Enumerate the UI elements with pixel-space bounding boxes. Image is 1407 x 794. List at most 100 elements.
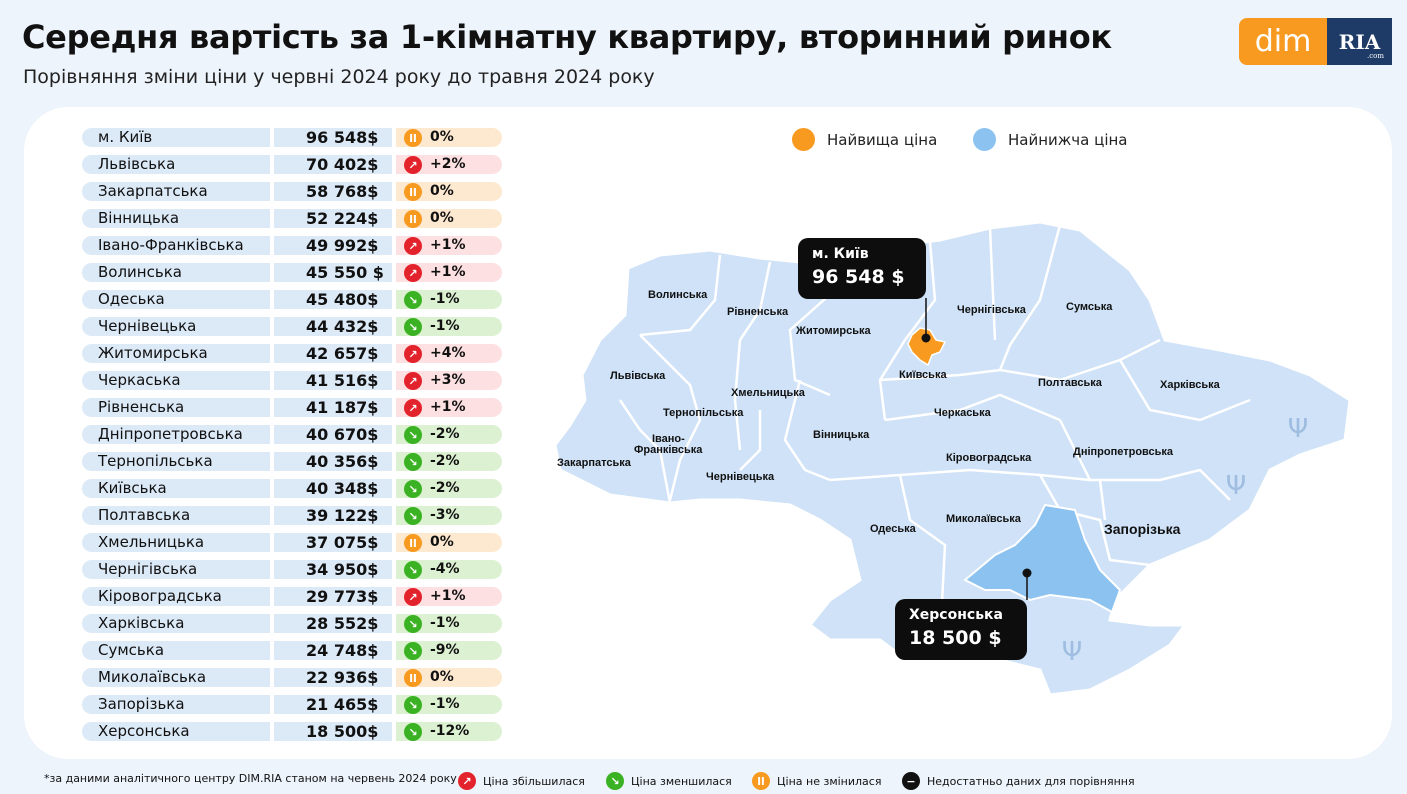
logo-ria-text: RIA xyxy=(1338,29,1381,54)
emblem-icon-1: Ψ xyxy=(1288,414,1308,444)
label-zaporizka: Запорізька xyxy=(1104,521,1181,537)
callout-lowest: Херсонська 18 500 $ xyxy=(895,599,1027,660)
row-price: 41 516$ xyxy=(274,371,392,390)
table-row: Хмельницька 37 075$ ll 0% xyxy=(82,532,502,559)
row-price: 24 748$ xyxy=(274,641,392,660)
row-change-value: -2% xyxy=(430,480,460,496)
arrow-down-icon: ↘ xyxy=(404,615,422,633)
arrow-up-icon: ↗ xyxy=(404,588,422,606)
arrow-down-icon: ↘ xyxy=(404,318,422,336)
row-region: Одеська xyxy=(82,290,270,309)
table-row: Закарпатська 58 768$ ll 0% xyxy=(82,181,502,208)
page-subtitle: Порівняння зміни ціни у червні 2024 року… xyxy=(23,66,655,88)
arrow-down-icon: ↘ xyxy=(404,291,422,309)
row-change-value: 0% xyxy=(430,669,454,685)
row-region: м. Київ xyxy=(82,128,270,147)
table-row: Херсонська 18 500$ ↘ -12% xyxy=(82,721,502,748)
row-price: 42 657$ xyxy=(274,344,392,363)
row-region: Кіровоградська xyxy=(82,587,270,606)
label-vinnytska: Вінницька xyxy=(813,429,870,441)
row-price: 41 187$ xyxy=(274,398,392,417)
dim-ria-logo[interactable]: dim RIA .com xyxy=(1239,18,1392,65)
label-kharkivska: Харківська xyxy=(1160,379,1221,391)
row-region: Волинська xyxy=(82,263,270,282)
table-row: Тернопільська 40 356$ ↘ -2% xyxy=(82,451,502,478)
row-region: Харківська xyxy=(82,614,270,633)
label-kyivska: Київська xyxy=(899,369,947,381)
logo-ria-suffix: .com xyxy=(1367,52,1384,60)
row-change-value: -2% xyxy=(430,426,460,442)
row-change: ↘ -2% xyxy=(396,479,502,498)
legend-highest-dot xyxy=(792,128,815,151)
arrow-up-icon: ↗ xyxy=(404,345,422,363)
arrow-down-icon: ↘ xyxy=(404,561,422,579)
table-row: Івано-Франківська 49 992$ ↗ +1% xyxy=(82,235,502,262)
legend-highest: Найвища ціна xyxy=(792,128,937,151)
label-dnipropetrovska: Дніпропетровська xyxy=(1073,446,1174,458)
callout-highest-name: м. Київ xyxy=(812,246,869,262)
arrow-down-icon: ↘ xyxy=(404,426,422,444)
row-change: ↗ +2% xyxy=(396,155,502,174)
footnote-down-label: Ціна зменшилася xyxy=(631,774,732,788)
label-lvivska: Львівська xyxy=(610,370,666,382)
label-volynska: Волинська xyxy=(648,289,708,301)
row-region: Житомирська xyxy=(82,344,270,363)
row-change: ll 0% xyxy=(396,128,502,147)
label-sumska: Сумська xyxy=(1066,301,1113,313)
footnote-none-label: Недостатньо даних для порівняння xyxy=(927,774,1135,788)
label-chernivetska: Чернівецька xyxy=(706,471,775,483)
row-price: 40 670$ xyxy=(274,425,392,444)
row-region: Київська xyxy=(82,479,270,498)
row-region: Дніпропетровська xyxy=(82,425,270,444)
row-change-value: -1% xyxy=(430,696,460,712)
row-change: ↘ -1% xyxy=(396,695,502,714)
row-change: ↘ -12% xyxy=(396,722,502,741)
arrow-down-icon: ↘ xyxy=(404,642,422,660)
row-change: ↘ -1% xyxy=(396,317,502,336)
row-change-value: -2% xyxy=(430,453,460,469)
table-row: Полтавська 39 122$ ↘ -3% xyxy=(82,505,502,532)
row-region: Черкаська xyxy=(82,371,270,390)
label-poltavska: Полтавська xyxy=(1038,377,1103,389)
row-region: Чернівецька xyxy=(82,317,270,336)
arrow-up-icon: ↗ xyxy=(458,772,476,790)
row-price: 22 936$ xyxy=(274,668,392,687)
emblem-icon-2: Ψ xyxy=(1226,471,1246,501)
table-row: Дніпропетровська 40 670$ ↘ -2% xyxy=(82,424,502,451)
row-price: 49 992$ xyxy=(274,236,392,255)
row-price: 45 480$ xyxy=(274,290,392,309)
ukraine-map: Ψ Ψ Ψ Волинська Рівненська Житомирська Ч… xyxy=(553,220,1352,697)
pause-icon: ll xyxy=(404,669,422,687)
row-change: ll 0% xyxy=(396,668,502,687)
row-price: 70 402$ xyxy=(274,155,392,174)
label-mykolaivska: Миколаївська xyxy=(946,513,1022,525)
table-row: Черкаська 41 516$ ↗ +3% xyxy=(82,370,502,397)
row-change: ↗ +3% xyxy=(396,371,502,390)
footnote-same-label: Ціна не змінилася xyxy=(777,774,882,788)
row-price: 40 348$ xyxy=(274,479,392,498)
row-change-value: +1% xyxy=(430,588,466,604)
row-change-value: +3% xyxy=(430,372,466,388)
row-region: Львівська xyxy=(82,155,270,174)
footnote-none: − Недостатньо даних для порівняння xyxy=(902,772,1135,790)
arrow-up-icon: ↗ xyxy=(404,237,422,255)
pause-icon: ll xyxy=(404,183,422,201)
footnote-source: *за даними аналітичного центру DIM.RIA с… xyxy=(44,772,457,785)
callout-highest-price: 96 548 $ xyxy=(812,266,905,288)
row-region: Чернігівська xyxy=(82,560,270,579)
label-zhytomyrska: Житомирська xyxy=(795,325,872,337)
row-change-value: -4% xyxy=(430,561,460,577)
label-khmelnytska: Хмельницька xyxy=(731,387,806,399)
row-change: ↗ +1% xyxy=(396,236,502,255)
pause-icon: ll xyxy=(404,129,422,147)
row-change: ↘ -9% xyxy=(396,641,502,660)
minus-icon: − xyxy=(902,772,920,790)
pause-icon: ll xyxy=(404,210,422,228)
table-row: Львівська 70 402$ ↗ +2% xyxy=(82,154,502,181)
label-chernihivska: Чернігівська xyxy=(957,304,1027,316)
row-region: Миколаївська xyxy=(82,668,270,687)
label-odeska: Одеська xyxy=(870,523,917,535)
label-kirovohradska: Кіровоградська xyxy=(946,452,1032,464)
kherson-region xyxy=(963,503,1122,614)
arrow-down-icon: ↘ xyxy=(404,453,422,471)
